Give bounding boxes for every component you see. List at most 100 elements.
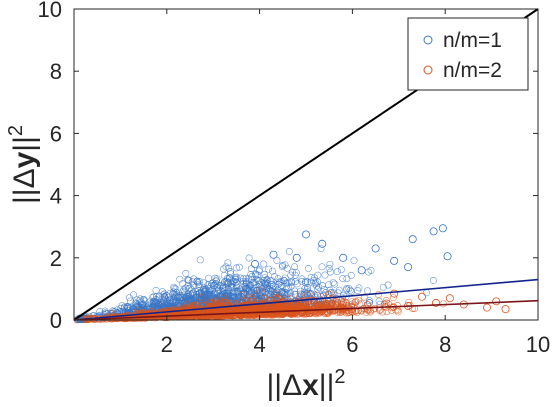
x-tick-label: 8 — [439, 332, 451, 357]
data-point — [313, 282, 321, 290]
data-point — [160, 293, 168, 301]
data-point — [251, 270, 259, 278]
data-point — [301, 230, 310, 239]
data-point — [268, 285, 276, 293]
data-point — [255, 266, 263, 274]
data-point — [326, 260, 334, 268]
data-point — [255, 290, 263, 298]
y-axis-label-tail: || — [8, 136, 41, 152]
y-tick-label: 2 — [50, 246, 62, 271]
data-point — [417, 292, 426, 301]
data-point — [190, 307, 198, 315]
series-2-trend-line — [73, 299, 539, 321]
data-point — [271, 293, 279, 301]
data-point — [390, 256, 399, 265]
data-point — [192, 300, 200, 308]
data-point — [297, 287, 304, 295]
data-point — [205, 274, 213, 282]
data-point — [325, 264, 333, 272]
data-point — [326, 268, 334, 276]
data-point — [291, 278, 299, 286]
data-point — [389, 294, 397, 302]
data-point — [222, 284, 230, 291]
data-point — [184, 282, 192, 290]
data-point — [287, 278, 295, 286]
y-tick-label: 10 — [38, 0, 62, 22]
data-point — [302, 277, 310, 285]
data-point — [275, 302, 283, 310]
data-point — [184, 276, 192, 284]
data-point — [219, 295, 227, 303]
data-point — [285, 247, 293, 255]
data-point — [208, 299, 216, 307]
data-point — [492, 297, 501, 306]
data-point — [197, 294, 205, 301]
data-point — [201, 312, 209, 320]
data-point — [318, 282, 326, 289]
data-point — [255, 286, 263, 294]
data-point — [262, 281, 270, 288]
data-point — [182, 269, 190, 277]
data-point — [222, 263, 230, 271]
ticks-layer: 2 4 6 8 10 0 2 4 6 8 10 — [38, 0, 551, 357]
data-point — [298, 308, 306, 316]
data-point — [331, 280, 339, 288]
data-point — [283, 264, 291, 272]
data-point — [281, 261, 289, 269]
data-point — [445, 294, 454, 303]
data-point — [170, 297, 178, 305]
legend-marker-series-1 — [423, 35, 433, 45]
data-point — [346, 286, 354, 294]
data-point — [201, 298, 209, 306]
data-point — [188, 278, 196, 286]
y-axis-label-exponent: 2 — [5, 125, 27, 136]
data-point — [272, 290, 280, 298]
data-point — [220, 294, 228, 302]
data-point — [212, 277, 220, 285]
data-point — [205, 299, 213, 307]
data-point — [216, 311, 224, 319]
data-point — [190, 282, 198, 290]
legend-label-series-1: n/m=1 — [443, 29, 502, 52]
data-point — [339, 275, 347, 283]
data-point — [501, 305, 510, 314]
data-point — [201, 288, 209, 295]
data-point — [271, 272, 278, 280]
data-point — [196, 256, 204, 264]
data-point — [328, 301, 336, 308]
data-point — [371, 244, 380, 253]
data-point — [261, 270, 269, 278]
data-point — [260, 295, 268, 303]
data-point — [158, 288, 166, 296]
data-point — [429, 227, 438, 236]
data-point — [189, 289, 197, 297]
data-point — [318, 239, 327, 248]
data-point — [273, 257, 281, 265]
data-point — [384, 281, 392, 289]
data-point — [265, 310, 273, 318]
data-point — [185, 276, 193, 284]
data-point — [350, 257, 358, 265]
data-point — [256, 306, 263, 314]
data-point — [311, 280, 319, 288]
data-point — [347, 302, 355, 310]
data-point — [184, 293, 192, 301]
data-point — [247, 270, 255, 278]
data-point — [223, 274, 231, 282]
data-point — [374, 291, 382, 299]
data-point — [353, 309, 361, 317]
x-tick-label: 6 — [346, 332, 358, 357]
data-point — [219, 302, 227, 309]
data-point — [309, 296, 317, 304]
data-point — [222, 289, 230, 297]
data-point — [321, 271, 329, 279]
data-point — [363, 305, 371, 313]
data-point — [240, 289, 248, 297]
data-point — [329, 279, 337, 287]
data-point — [234, 301, 241, 308]
data-point — [233, 284, 241, 292]
data-point — [330, 289, 337, 297]
data-point — [247, 307, 255, 315]
